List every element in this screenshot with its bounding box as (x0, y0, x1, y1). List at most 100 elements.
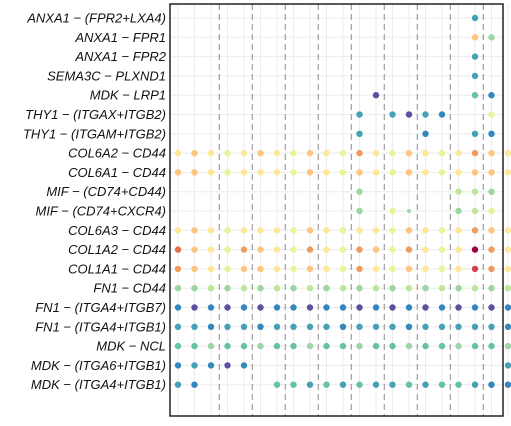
data-point (488, 323, 495, 330)
data-point (455, 169, 462, 176)
data-point (389, 111, 396, 118)
data-point (504, 362, 511, 369)
row-label: MIF − (CD74+CD44) (46, 184, 166, 199)
data-point (273, 342, 281, 350)
data-point (504, 169, 511, 176)
data-point (389, 246, 396, 253)
data-point (504, 381, 511, 388)
data-point (224, 169, 231, 176)
data-point (372, 169, 380, 176)
data-point (471, 188, 479, 195)
data-point (273, 265, 281, 273)
data-point (488, 169, 495, 176)
data-point (207, 304, 215, 311)
data-point (240, 323, 248, 330)
data-point (389, 285, 396, 292)
data-point (323, 149, 330, 157)
data-point (488, 188, 495, 195)
data-point (455, 265, 462, 273)
data-point (471, 34, 479, 41)
data-point (455, 304, 462, 311)
data-point (405, 111, 413, 118)
data-point (339, 323, 347, 330)
data-point (306, 323, 314, 330)
data-point (224, 323, 231, 330)
row-label: MIF − (CD74+CXCR4) (35, 204, 166, 219)
data-point (306, 246, 314, 253)
data-point (306, 381, 314, 388)
data-point (257, 285, 264, 292)
data-point (323, 323, 330, 330)
data-point (405, 323, 413, 330)
data-point (488, 92, 495, 99)
data-point (290, 323, 297, 330)
data-point (356, 111, 363, 118)
data-point (306, 227, 314, 234)
data-point (191, 149, 198, 157)
data-point (356, 149, 363, 157)
data-point (471, 342, 479, 350)
data-point (174, 149, 182, 157)
data-point (191, 381, 198, 388)
data-point (224, 227, 231, 234)
data-point (455, 342, 462, 350)
data-point (191, 362, 198, 369)
data-point (174, 342, 182, 350)
data-point (356, 246, 363, 253)
data-point (504, 227, 511, 234)
data-point (488, 285, 495, 292)
data-point (504, 285, 511, 292)
data-point (438, 246, 446, 253)
data-point (207, 227, 215, 234)
data-point (471, 304, 479, 311)
row-label: MDK − (ITGA4+ITGB1) (31, 377, 166, 392)
data-point (356, 342, 363, 350)
data-point (405, 246, 413, 253)
data-point (290, 381, 297, 388)
row-label: FN1 − (ITGA4+ITGB7) (35, 300, 166, 315)
data-point (306, 342, 314, 350)
data-point (471, 246, 479, 253)
data-point (257, 227, 264, 234)
data-point (389, 169, 396, 176)
data-point (356, 323, 363, 330)
data-point (257, 169, 264, 176)
data-point (191, 169, 198, 176)
data-point (372, 265, 380, 273)
data-point (257, 149, 264, 157)
data-point (471, 207, 479, 215)
data-point (389, 323, 396, 330)
row-label: THY1 − (ITGAM+ITGB2) (23, 126, 166, 141)
data-point (389, 207, 396, 215)
data-point (455, 323, 462, 330)
data-point (339, 304, 347, 311)
data-point (273, 323, 281, 330)
data-point (504, 342, 511, 350)
data-point (273, 149, 281, 157)
data-point (389, 265, 396, 273)
data-point (438, 169, 446, 176)
data-point (323, 285, 330, 292)
data-point (407, 209, 411, 213)
row-label: MDK − NCL (96, 339, 166, 354)
data-point (240, 342, 248, 350)
data-point (323, 246, 330, 253)
data-point (306, 265, 314, 273)
data-point (323, 304, 330, 311)
data-point (273, 304, 281, 311)
data-point (422, 285, 429, 292)
data-point (257, 246, 264, 253)
data-point (389, 304, 396, 311)
data-point (356, 285, 363, 292)
data-point (455, 285, 462, 292)
data-point (273, 285, 281, 292)
data-point (422, 149, 429, 157)
row-label: COL1A1 − CD44 (68, 261, 166, 276)
row-label: MDK − LRP1 (90, 88, 166, 103)
data-point (422, 304, 429, 311)
data-point (422, 227, 429, 234)
row-label: SEMA3C − PLXND1 (47, 68, 166, 83)
row-label: FN1 − (ITGA4+ITGB1) (35, 319, 166, 334)
data-point (356, 227, 363, 234)
